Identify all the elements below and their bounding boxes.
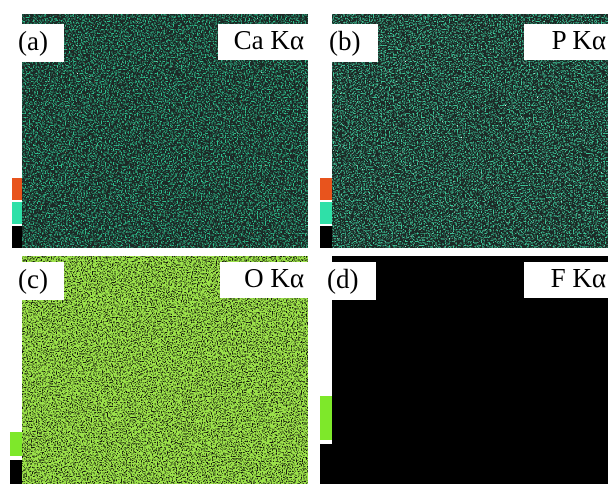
panel-label: (c): [18, 264, 48, 294]
panel-label: (b): [329, 26, 360, 56]
element-label: Ca Kα: [234, 25, 304, 55]
element-label: P Kα: [552, 25, 606, 55]
label-box: [14, 24, 64, 62]
panel-c: (c) O Kα: [10, 256, 310, 484]
label-box: [524, 24, 608, 60]
label-box: [524, 262, 608, 298]
color-bar: [12, 202, 22, 224]
panel-d: (d) F Kα: [320, 256, 608, 484]
label-box: [14, 262, 64, 300]
label-box: [218, 24, 310, 60]
panel-label: (a): [18, 26, 48, 56]
label-box: [324, 262, 376, 300]
color-bar: [12, 178, 22, 200]
label-box: [220, 262, 310, 298]
color-bar: [12, 226, 22, 248]
color-bar: [320, 178, 332, 200]
element-label: O Kα: [244, 263, 304, 293]
panel-label: (d): [327, 264, 358, 294]
color-bar: [320, 202, 332, 224]
color-bar: [320, 396, 332, 440]
panel-a: (a) Ca Kα: [12, 14, 310, 248]
color-bar: [320, 226, 332, 248]
color-bar: [10, 460, 22, 484]
color-bar: [10, 432, 22, 456]
label-box: [326, 24, 378, 62]
element-label: F Kα: [551, 263, 606, 293]
panel-b: (b) P Kα: [320, 14, 608, 248]
color-bar: [320, 444, 332, 484]
